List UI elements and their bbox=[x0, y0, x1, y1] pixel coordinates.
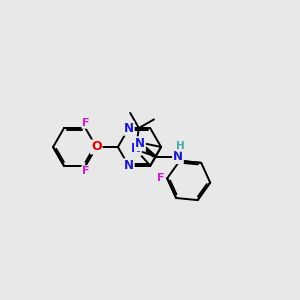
Text: F: F bbox=[158, 173, 165, 183]
Text: N: N bbox=[173, 150, 183, 163]
Text: F: F bbox=[82, 166, 90, 176]
Text: N: N bbox=[124, 122, 134, 135]
Text: N: N bbox=[131, 142, 141, 155]
Text: O: O bbox=[91, 140, 102, 154]
Text: N: N bbox=[135, 137, 145, 150]
Text: F: F bbox=[82, 118, 90, 128]
Text: H: H bbox=[176, 141, 185, 151]
Text: N: N bbox=[124, 159, 134, 172]
